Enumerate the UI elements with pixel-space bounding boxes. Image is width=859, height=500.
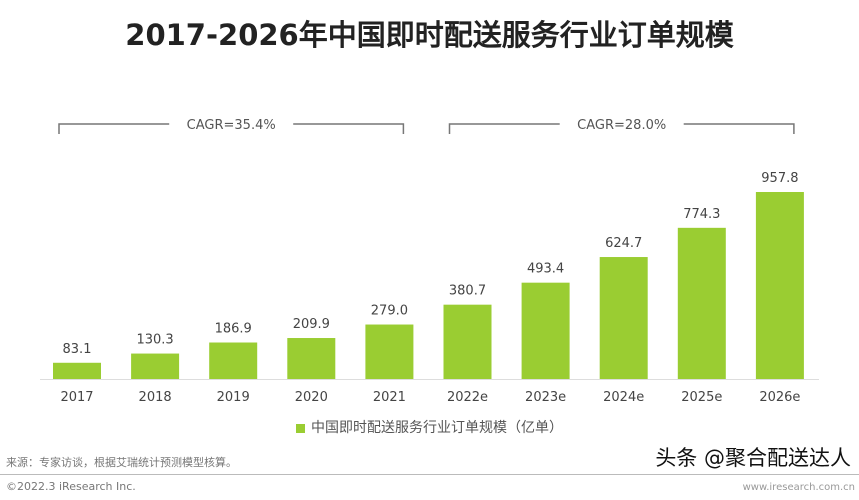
data-label-2021: 279.0 — [371, 304, 408, 319]
legend: 中国即时配送服务行业订单规模（亿单） — [0, 420, 859, 437]
x-tick-2018: 2018 — [139, 390, 172, 405]
watermark: 头条 @聚合配送达人 — [655, 446, 851, 470]
bar-2025e — [677, 227, 726, 379]
data-label-2018: 130.3 — [136, 333, 173, 348]
data-label-2019: 186.9 — [215, 322, 252, 337]
x-tick-2017: 2017 — [60, 390, 93, 405]
data-label-2022e: 380.7 — [449, 284, 486, 299]
bar-2018 — [131, 353, 180, 379]
cagr-bracket-1 — [448, 123, 795, 134]
cagr-label-0: CAGR=35.4% — [187, 118, 276, 133]
data-label-2020: 209.9 — [293, 317, 330, 332]
data-label-2025e: 774.3 — [683, 207, 720, 222]
legend-swatch — [296, 423, 305, 433]
x-tick-2020: 2020 — [295, 390, 328, 405]
bar-2017 — [53, 362, 101, 379]
x-tick-2025e: 2025e — [681, 390, 722, 405]
x-tick-2024e: 2024e — [603, 390, 644, 405]
bar-2019 — [209, 342, 258, 379]
copyright: ©2022.3 iResearch Inc. — [6, 480, 136, 493]
bar-2023e — [521, 282, 570, 379]
chart-title: 2017-2026年中国即时配送服务行业订单规模 — [125, 18, 734, 52]
data-label-2024e: 624.7 — [605, 236, 642, 251]
data-label-2017: 83.1 — [63, 342, 92, 357]
x-tick-2019: 2019 — [217, 390, 250, 405]
bar-2020 — [287, 338, 336, 379]
legend-label: 中国即时配送服务行业订单规模（亿单） — [311, 420, 563, 436]
x-tick-2021: 2021 — [373, 390, 406, 405]
cagr-bracket-0 — [58, 123, 405, 134]
bar-2024e — [599, 257, 648, 379]
cagr-label-1: CAGR=28.0% — [577, 118, 666, 133]
x-tick-2026e: 2026e — [759, 390, 800, 405]
data-label-2026e: 957.8 — [761, 171, 798, 186]
bar-chart: 83.1 2017 130.3 2018 186.9 2019 209.9 2020 279.0… — [40, 118, 819, 405]
bar-2026e — [755, 192, 804, 379]
x-tick-2022e: 2022e — [447, 390, 488, 405]
data-label-2023e: 493.4 — [527, 262, 564, 277]
site-url: www.iresearch.com.cn — [742, 482, 855, 493]
footer-divider — [0, 474, 859, 475]
bar-2022e — [443, 304, 492, 379]
source-note: 来源：专家访谈，根据艾瑞统计预测模型核算。 — [6, 456, 237, 469]
x-tick-2023e: 2023e — [525, 390, 566, 405]
bar-2021 — [365, 324, 414, 379]
